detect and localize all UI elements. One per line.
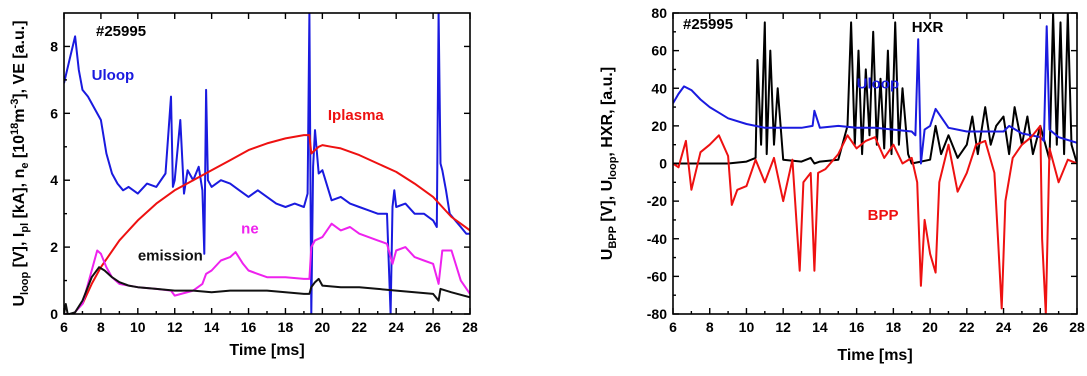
- left-series-emission-label: emission: [138, 247, 203, 264]
- left-series-ne-line: [64, 222, 470, 314]
- left-x-tick-label: 8: [97, 319, 105, 335]
- left-x-tick-label: 12: [167, 319, 183, 335]
- left-y-tick-label: 4: [50, 172, 58, 188]
- right-y-tick-label: 80: [651, 5, 667, 21]
- left-x-tick-label: 24: [388, 319, 404, 335]
- right-y-tick-label: 60: [651, 43, 667, 59]
- right-x-tick-label: 12: [775, 319, 791, 335]
- right-shot-label: #25995: [683, 16, 733, 33]
- left-series-iplasma-label: Iplasma: [328, 107, 385, 124]
- left-y-tick-label: 0: [50, 306, 58, 322]
- left-x-tick-label: 18: [278, 319, 294, 335]
- left-series-uloop-label: Uloop: [92, 67, 135, 84]
- left-x-tick-label: 28: [462, 319, 478, 335]
- right-series-bpp-label: BPP: [868, 207, 899, 224]
- right-x-tick-label: 18: [886, 319, 902, 335]
- right-x-tick-label: 28: [1069, 319, 1085, 335]
- right-series-hxr-line: [673, 13, 1077, 165]
- left-series-ne-label: ne: [241, 221, 259, 238]
- right-series-bpp-line: [673, 124, 1077, 314]
- right-y-tick-label: 20: [651, 118, 667, 134]
- right-x-tick-label: 6: [669, 319, 677, 335]
- right-x-axis-title: Time [ms]: [837, 347, 912, 364]
- left-x-tick-label: 14: [204, 319, 220, 335]
- right-x-tick-label: 16: [849, 319, 865, 335]
- right-series-hxr-label: HXR: [912, 19, 944, 36]
- right-y-tick-label: -60: [647, 268, 667, 284]
- right-x-tick-label: 14: [812, 319, 828, 335]
- left-x-axis-title: Time [ms]: [229, 342, 304, 359]
- left-x-tick-label: 26: [425, 319, 441, 335]
- right-x-tick-label: 8: [706, 319, 714, 335]
- right-y-tick-label: -40: [647, 231, 667, 247]
- right-x-tick-label: 26: [1032, 319, 1048, 335]
- right-y-tick-label: 0: [659, 156, 667, 172]
- left-plot-frame: [63, 12, 471, 315]
- chart-right-bpp-uloop-hxr: HXR Uloop BPP 6 8 10 12 14 16 18 20 22 24 26 28 -80 -60 -…: [599, 5, 1085, 364]
- left-shot-label: #25995: [96, 23, 146, 40]
- right-x-tick-label: 22: [959, 319, 975, 335]
- right-series-uloop-label: Uloop: [857, 75, 900, 92]
- left-series-emission-line: [64, 266, 470, 314]
- left-y-tick-label: 2: [50, 239, 58, 255]
- right-x-tick-label: 24: [996, 319, 1012, 335]
- left-x-tick-label: 10: [130, 319, 146, 335]
- right-x-tick-label: 20: [922, 319, 938, 335]
- left-y-axis-title: Uloop [V], Ipl [kA], ne [1018m-3], VE [a…: [9, 20, 31, 306]
- right-series-uloop-line: [673, 25, 1077, 165]
- left-x-tick-label: 22: [351, 319, 367, 335]
- left-series-uloop-line: [64, 13, 470, 314]
- right-y-tick-label: 40: [651, 80, 667, 96]
- left-y-tick-label: 6: [50, 105, 58, 121]
- left-x-tick-label: 6: [60, 319, 68, 335]
- left-y-tick-label: 8: [50, 38, 58, 54]
- right-y-axis-title: UBPP [V], Uloop, HXR, [a.u.]: [599, 67, 619, 260]
- left-x-tick-label: 20: [315, 319, 331, 335]
- right-x-tick-label: 10: [739, 319, 755, 335]
- right-y-tick-label: -80: [647, 306, 667, 322]
- right-y-tick-label: -20: [647, 193, 667, 209]
- left-series-iplasma-line: [81, 134, 470, 305]
- left-x-tick-label: 16: [241, 319, 257, 335]
